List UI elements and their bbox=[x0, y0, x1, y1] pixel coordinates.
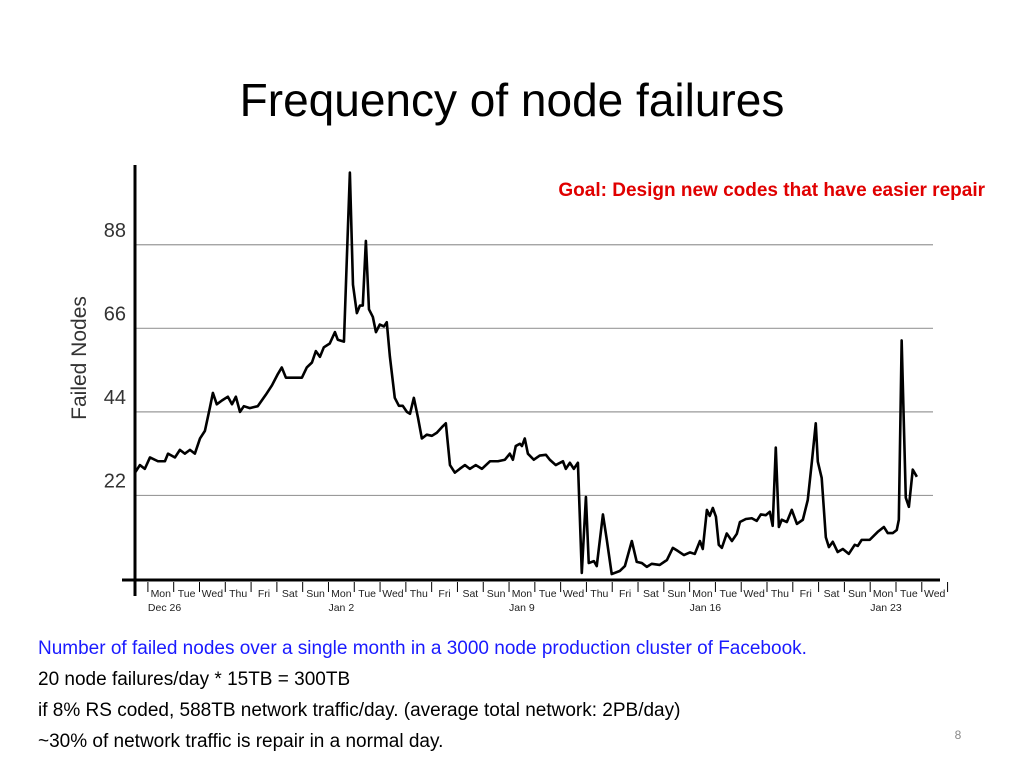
x-tick-label: Sat bbox=[643, 588, 659, 600]
y-axis-label: Failed Nodes bbox=[68, 296, 91, 420]
y-tick-label: 44 bbox=[104, 387, 126, 409]
x-tick-label: Tue bbox=[719, 588, 737, 600]
data-line bbox=[133, 171, 919, 576]
x-tick-label: Wed bbox=[382, 588, 404, 600]
x-tick-label: Wed bbox=[743, 588, 765, 600]
x-tick-label: Sun bbox=[667, 588, 686, 600]
x-tick-label: Sat bbox=[462, 588, 478, 600]
x-tick-label: Wed bbox=[563, 588, 585, 600]
x-tick-label: Mon bbox=[331, 588, 352, 600]
x-tick-label: Sat bbox=[824, 588, 840, 600]
note: if 8% RS coded, 588TB network traffic/da… bbox=[38, 700, 680, 721]
x-tick-label: Fri bbox=[800, 588, 812, 600]
x-date-label: Jan 23 bbox=[870, 602, 902, 614]
x-tick-label: Sun bbox=[306, 588, 325, 600]
y-tick-label: 88 bbox=[104, 220, 126, 242]
note: 20 node failures/day * 15TB = 300TB bbox=[38, 669, 350, 690]
x-tick-label: Thu bbox=[229, 588, 247, 600]
x-tick-label: Fri bbox=[258, 588, 270, 600]
x-date-label: Jan 16 bbox=[690, 602, 722, 614]
x-tick-label: Thu bbox=[771, 588, 789, 600]
x-tick-label: Fri bbox=[438, 588, 450, 600]
slide-title: Frequency of node failures bbox=[240, 74, 785, 126]
page-number: 8 bbox=[955, 728, 962, 742]
x-date-label: Jan 2 bbox=[328, 602, 354, 614]
x-tick-label: Mon bbox=[151, 588, 172, 600]
x-tick-label: Tue bbox=[539, 588, 557, 600]
x-tick-label: Mon bbox=[512, 588, 533, 600]
x-tick-label: Thu bbox=[410, 588, 428, 600]
chart: Failed Nodes Goal: Design new codes that… bbox=[68, 165, 986, 614]
x-tick-label: Mon bbox=[873, 588, 894, 600]
x-tick-label: Tue bbox=[358, 588, 376, 600]
annotation: Goal: Design new codes that have easier … bbox=[558, 180, 985, 201]
x-tick-label: Sat bbox=[282, 588, 298, 600]
note: Number of failed nodes over a single mon… bbox=[38, 638, 807, 659]
x-tick-label: Wed bbox=[924, 588, 946, 600]
x-tick-label: Sun bbox=[848, 588, 867, 600]
x-date-label: Dec 26 bbox=[148, 602, 181, 614]
x-tick-label: Thu bbox=[590, 588, 608, 600]
y-tick-label: 66 bbox=[104, 303, 126, 325]
x-tick-label: Wed bbox=[202, 588, 224, 600]
x-tick-label: Tue bbox=[900, 588, 918, 600]
x-tick-label: Fri bbox=[619, 588, 631, 600]
note: ~30% of network traffic is repair in a n… bbox=[38, 731, 443, 752]
x-date-label: Jan 9 bbox=[509, 602, 535, 614]
x-tick-label: Tue bbox=[178, 588, 196, 600]
y-tick-label: 22 bbox=[104, 470, 126, 492]
x-tick-label: Mon bbox=[692, 588, 713, 600]
x-tick-label: Sun bbox=[487, 588, 506, 600]
